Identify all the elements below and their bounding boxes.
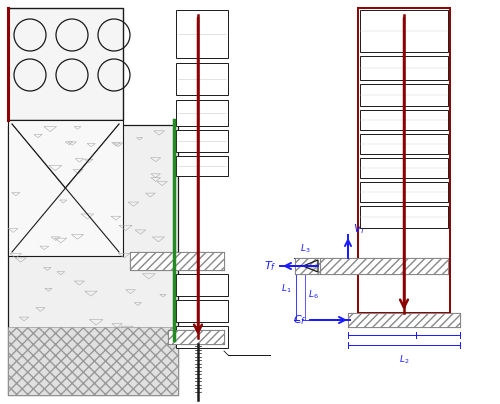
Bar: [360, 110, 448, 130]
Text: $C_f$: $C_f$: [292, 313, 306, 327]
Bar: [360, 158, 448, 178]
Text: $L_1$: $L_1$: [282, 283, 292, 295]
Bar: [360, 84, 448, 106]
Bar: [176, 156, 228, 176]
Bar: [176, 274, 228, 296]
Bar: [295, 258, 320, 274]
Text: $L_5$: $L_5$: [377, 318, 387, 330]
Bar: [168, 330, 224, 344]
Bar: [176, 130, 228, 152]
Bar: [176, 326, 228, 348]
Bar: [358, 8, 450, 313]
Text: $T_f$: $T_f$: [264, 259, 276, 273]
Bar: [8, 8, 123, 120]
Bar: [8, 125, 178, 395]
Bar: [295, 258, 320, 274]
Bar: [348, 313, 460, 327]
Bar: [360, 10, 448, 52]
Text: $L_2$: $L_2$: [399, 354, 409, 366]
Text: $L_6$: $L_6$: [308, 289, 318, 301]
Bar: [130, 252, 224, 270]
Text: $L_4$: $L_4$: [433, 318, 443, 330]
Bar: [320, 258, 448, 274]
Bar: [176, 10, 228, 58]
Bar: [176, 63, 228, 95]
Text: $P_s$, $P_f$: $P_s$, $P_f$: [404, 9, 432, 23]
Bar: [320, 258, 448, 274]
Bar: [176, 100, 228, 126]
Bar: [8, 327, 178, 395]
Text: $L_3$: $L_3$: [300, 242, 310, 255]
Text: $V_f$: $V_f$: [353, 222, 366, 236]
Bar: [130, 252, 224, 270]
Bar: [8, 120, 123, 256]
Bar: [360, 182, 448, 202]
Bar: [360, 206, 448, 228]
Bar: [360, 134, 448, 154]
Bar: [168, 330, 224, 344]
Bar: [360, 56, 448, 80]
Bar: [348, 313, 460, 327]
Text: $P_s$, $P_f$: $P_s$, $P_f$: [182, 9, 210, 23]
Bar: [176, 300, 228, 322]
